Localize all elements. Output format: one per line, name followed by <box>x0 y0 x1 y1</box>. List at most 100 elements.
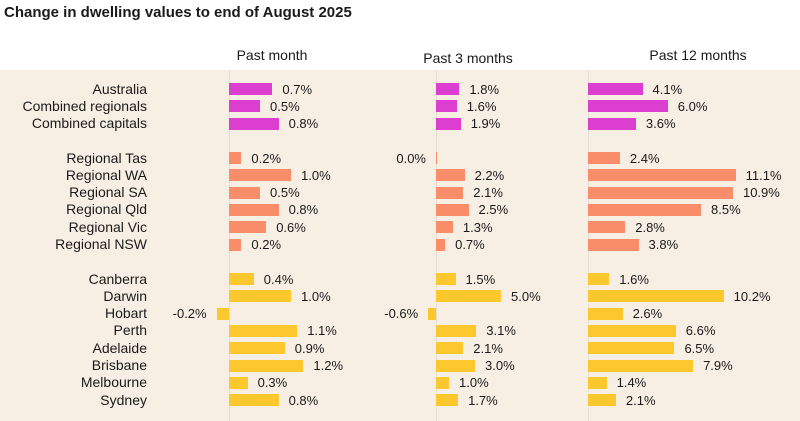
data-label-combined-capitals-past-12-months: 3.6% <box>645 116 676 132</box>
column-header-past-month: Past month <box>236 47 308 63</box>
data-label-combined-regionals-past-3-months: 1.6% <box>466 98 497 114</box>
bar-regional-tas-past-12-months <box>588 152 620 164</box>
data-label-regional-tas-past-month: 0.2% <box>251 150 282 166</box>
data-label-adelaide-past-12-months: 6.5% <box>684 340 715 356</box>
bar-melbourne-past-3-months <box>436 376 449 389</box>
data-label-regional-vic-past-12-months: 2.8% <box>635 219 665 235</box>
bar-perth-past-month <box>229 324 298 337</box>
bar-australia-past-3-months <box>436 83 460 95</box>
category-label-regional-vic: Regional Vic <box>68 218 147 235</box>
category-label-regional-sa: Regional SA <box>69 184 147 201</box>
data-label-melbourne-past-month: 0.3% <box>257 375 288 391</box>
bar-brisbane-past-12-months <box>588 359 694 372</box>
data-label-australia-past-month: 0.7% <box>282 81 313 97</box>
bar-regional-qld-past-month <box>229 203 279 216</box>
category-label-adelaide: Adelaide <box>92 339 148 356</box>
bar-combined-regionals-past-month <box>229 100 260 113</box>
data-label-adelaide-past-3-months: 2.1% <box>473 340 503 356</box>
data-label-regional-vic-past-month: 0.6% <box>276 219 306 235</box>
bar-regional-nsw-past-12-months <box>588 238 639 251</box>
bar-perth-past-12-months <box>588 324 676 337</box>
data-label-perth-past-3-months: 3.1% <box>486 323 516 339</box>
bar-adelaide-past-month <box>229 342 285 355</box>
bar-canberra-past-3-months <box>436 273 456 285</box>
bar-sydney-past-12-months <box>588 394 616 407</box>
data-label-hobart-past-12-months: 2.6% <box>632 306 663 322</box>
data-label-canberra-past-3-months: 1.5% <box>465 271 496 287</box>
data-label-brisbane-past-month: 1.2% <box>313 358 344 373</box>
data-label-regional-sa-past-3-months: 2.1% <box>473 185 503 201</box>
bar-melbourne-past-12-months <box>588 376 607 389</box>
bar-brisbane-past-month <box>229 359 304 372</box>
bar-adelaide-past-12-months <box>588 342 675 355</box>
data-label-regional-sa-past-12-months: 10.9% <box>742 185 780 201</box>
data-label-darwin-past-3-months: 5.0% <box>511 288 541 304</box>
category-label-perth: Perth <box>113 322 147 339</box>
category-label-combined-capitals: Combined capitals <box>31 115 147 132</box>
bar-regional-sa-past-3-months <box>436 186 464 199</box>
category-label-australia: Australia <box>92 80 147 97</box>
data-label-australia-past-12-months: 4.1% <box>652 81 683 97</box>
bar-canberra-past-month <box>229 273 254 285</box>
bar-darwin-past-month <box>229 290 291 303</box>
category-label-regional-tas: Regional Tas <box>66 149 147 166</box>
data-label-regional-tas-past-3-months: 0.0% <box>396 150 426 166</box>
data-label-regional-qld-past-month: 0.8% <box>288 202 319 218</box>
bar-canberra-past-12-months <box>588 273 610 285</box>
data-label-sydney-past-3-months: 1.7% <box>468 392 498 408</box>
category-label-sydney: Sydney <box>100 391 147 408</box>
bar-hobart-past-12-months <box>588 307 623 320</box>
bar-regional-qld-past-12-months <box>588 203 702 216</box>
bar-regional-vic-past-month <box>229 221 267 234</box>
data-label-regional-wa-past-month: 1.0% <box>301 167 331 183</box>
data-label-combined-capitals-past-3-months: 1.9% <box>470 116 501 132</box>
bar-regional-nsw-past-3-months <box>436 238 446 251</box>
data-label-regional-qld-past-12-months: 8.5% <box>711 202 741 218</box>
bar-regional-vic-past-12-months <box>588 221 626 234</box>
bar-combined-capitals-past-12-months <box>588 117 636 130</box>
bar-darwin-past-3-months <box>436 290 501 303</box>
data-label-sydney-past-12-months: 2.1% <box>625 392 656 408</box>
category-label-canberra: Canberra <box>88 270 147 287</box>
data-label-regional-tas-past-12-months: 2.4% <box>629 150 660 166</box>
data-label-canberra-past-month: 0.4% <box>263 271 294 287</box>
data-label-regional-wa-past-3-months: 2.2% <box>474 167 505 183</box>
data-label-regional-wa-past-12-months: 11.1% <box>745 167 782 183</box>
data-label-canberra-past-12-months: 1.6% <box>619 271 649 287</box>
category-label-hobart: Hobart <box>104 305 147 322</box>
category-label-regional-wa: Regional WA <box>65 166 147 183</box>
bar-melbourne-past-month <box>229 376 248 389</box>
data-label-regional-sa-past-month: 0.5% <box>270 185 300 201</box>
bar-darwin-past-12-months <box>588 290 724 303</box>
data-label-adelaide-past-month: 0.9% <box>294 340 325 356</box>
data-label-australia-past-3-months: 1.8% <box>469 81 500 97</box>
chart-title: Change in dwelling values to end of Augu… <box>4 4 352 21</box>
column-header-past-12-months: Past 12 months <box>649 47 747 63</box>
category-label-regional-nsw: Regional NSW <box>55 236 147 252</box>
bar-regional-tas-past-month <box>229 152 242 164</box>
data-label-regional-vic-past-3-months: 1.3% <box>462 219 493 235</box>
bar-regional-nsw-past-month <box>229 238 242 251</box>
data-label-perth-past-month: 1.1% <box>307 323 337 339</box>
bar-adelaide-past-3-months <box>436 342 464 355</box>
data-label-regional-nsw-past-month: 0.2% <box>251 237 282 252</box>
bar-regional-wa-past-3-months <box>436 169 465 182</box>
category-label-darwin: Darwin <box>103 287 147 304</box>
data-label-melbourne-past-12-months: 1.4% <box>616 375 647 391</box>
category-label-regional-qld: Regional Qld <box>66 201 147 218</box>
bar-australia-past-month <box>229 83 273 95</box>
data-label-melbourne-past-3-months: 1.0% <box>459 375 489 391</box>
bar-regional-qld-past-3-months <box>436 203 469 216</box>
bar-sydney-past-month <box>229 394 279 407</box>
data-label-hobart-past-3-months: -0.6% <box>384 306 419 322</box>
bar-hobart-past-month <box>216 307 229 320</box>
bar-combined-capitals-past-month <box>229 117 279 130</box>
bar-combined-regionals-past-12-months <box>588 100 668 113</box>
bar-regional-tas-past-3-months <box>436 152 437 164</box>
bar-sydney-past-3-months <box>436 394 459 407</box>
bar-regional-vic-past-3-months <box>436 221 453 234</box>
data-label-regional-nsw-past-12-months: 3.8% <box>648 237 679 252</box>
data-label-regional-qld-past-3-months: 2.5% <box>478 202 509 218</box>
bar-hobart-past-3-months <box>428 307 436 320</box>
